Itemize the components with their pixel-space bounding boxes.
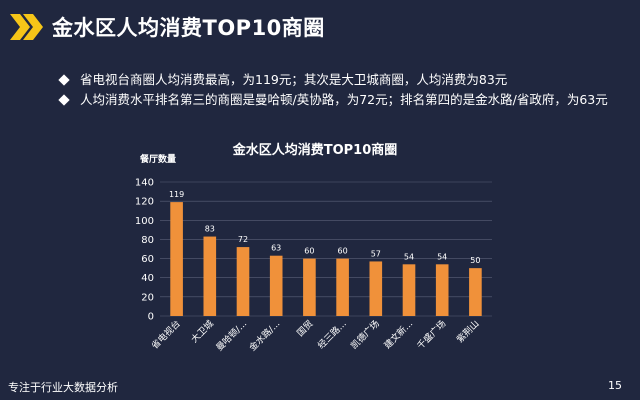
y-tick-label: 60 bbox=[141, 254, 154, 265]
x-tick-label: 省电视台 bbox=[149, 318, 183, 352]
y-tick-label: 40 bbox=[141, 273, 154, 284]
data-label: 63 bbox=[271, 244, 281, 253]
data-label: 72 bbox=[238, 235, 248, 244]
y-tick-label: 80 bbox=[141, 235, 154, 246]
data-label: 60 bbox=[338, 247, 348, 256]
x-tick-label: 经三路... bbox=[315, 318, 349, 352]
x-tick-label: 国贸 bbox=[294, 318, 315, 339]
bar bbox=[203, 236, 217, 316]
bullet-text: 省电视台商圈人均消费最高，为119元；其次是大卫城商圈，人均消费为83元 bbox=[80, 72, 508, 87]
data-label: 60 bbox=[304, 247, 314, 256]
bullet-list: 省电视台商圈人均消费最高，为119元；其次是大卫城商圈，人均消费为83元 人均消… bbox=[58, 70, 620, 110]
bar bbox=[303, 258, 316, 316]
chart-bars bbox=[170, 202, 482, 316]
bar bbox=[236, 247, 250, 316]
chevron-right-icon bbox=[10, 14, 43, 40]
y-tick-label: 120 bbox=[135, 197, 154, 208]
data-label: 57 bbox=[371, 249, 381, 258]
x-tick-label: 建文新... bbox=[381, 318, 415, 352]
y-tick-label: 20 bbox=[141, 292, 154, 303]
page-title: 金水区人均消费TOP10商圈 bbox=[52, 16, 325, 40]
bar bbox=[469, 268, 482, 316]
data-label: 50 bbox=[470, 256, 480, 265]
bar bbox=[170, 202, 183, 316]
y-tick-label: 0 bbox=[148, 312, 154, 323]
x-tick-label: 紫荆山 bbox=[454, 318, 482, 346]
bar-chart: 金水区人均消费TOP10商圈 餐厅数量 0 20 40 60 80 100 120 140 1… bbox=[130, 138, 500, 370]
data-label: 119 bbox=[169, 190, 184, 199]
y-tick-label: 100 bbox=[135, 216, 154, 227]
footer-tagline: 专注于行业大数据分析 bbox=[8, 381, 118, 394]
bullet-item: 人均消费水平排名第三的商圈是曼哈顿/英协路，为72元；排名第四的是金水路/省政府… bbox=[58, 90, 620, 110]
y-tick-label: 140 bbox=[135, 178, 154, 189]
data-label: 83 bbox=[205, 225, 215, 234]
chart-title: 金水区人均消费TOP10商圈 bbox=[232, 142, 398, 158]
x-tick-label: 曼哈顿/... bbox=[213, 318, 249, 354]
bar bbox=[435, 264, 449, 316]
x-tick-label: 大卫城 bbox=[188, 318, 216, 346]
bar bbox=[336, 258, 349, 316]
data-label: 54 bbox=[437, 252, 447, 261]
bullet-item: 省电视台商圈人均消费最高，为119元；其次是大卫城商圈，人均消费为83元 bbox=[58, 70, 620, 90]
x-tick-label: 千盛广场 bbox=[414, 318, 448, 352]
chart-svg: 金水区人均消费TOP10商圈 餐厅数量 0 20 40 60 80 100 120 140 1… bbox=[135, 142, 492, 354]
data-label: 54 bbox=[404, 252, 414, 261]
diamond-bullet-icon bbox=[58, 94, 70, 106]
x-tick-label: 金水路/... bbox=[247, 318, 283, 354]
page-number: 15 bbox=[608, 379, 622, 392]
bar bbox=[269, 255, 283, 316]
y-axis-label: 餐厅数量 bbox=[139, 153, 176, 165]
x-tick-label: 凯德广场 bbox=[348, 318, 382, 352]
diamond-bullet-icon bbox=[58, 74, 70, 86]
bar bbox=[369, 261, 383, 316]
bar bbox=[402, 264, 416, 316]
bullet-text: 人均消费水平排名第三的商圈是曼哈顿/英协路，为72元；排名第四的是金水路/省政府… bbox=[80, 92, 608, 107]
header: 金水区人均消费TOP10商圈 bbox=[0, 0, 640, 58]
